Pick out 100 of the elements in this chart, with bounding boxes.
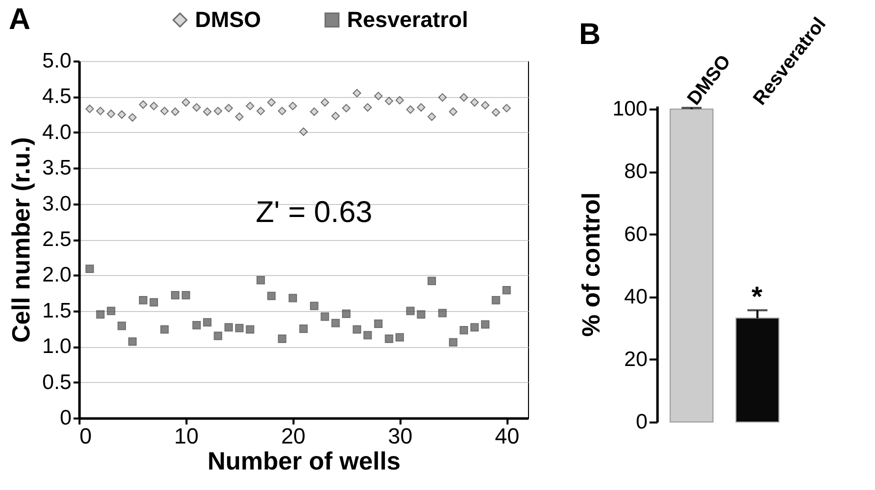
- point: [460, 326, 468, 334]
- point: [470, 323, 479, 332]
- point: [192, 103, 201, 112]
- point: [428, 112, 436, 121]
- point: [138, 100, 148, 109]
- point: [363, 330, 372, 340]
- point: [310, 107, 318, 116]
- point: [438, 93, 447, 102]
- y-tick-label: 60: [624, 222, 648, 246]
- point: [331, 318, 340, 328]
- y-tick-label: 20: [624, 348, 648, 371]
- point: [138, 296, 148, 304]
- x-axis-title: Number of wells: [207, 448, 401, 476]
- y-tick-label: 3.5: [42, 156, 72, 180]
- point: [502, 104, 511, 112]
- x-tick-label: 30: [388, 424, 412, 448]
- point: [299, 127, 308, 136]
- point: [182, 98, 190, 107]
- point: [256, 276, 265, 284]
- y-tick-label: 5.0: [42, 50, 72, 72]
- x-tick-label: 0: [80, 424, 92, 448]
- y-tick-label: 2.5: [42, 228, 72, 251]
- point: [406, 105, 415, 114]
- point: [235, 324, 244, 332]
- y-axis-title: % of control: [577, 192, 606, 337]
- y-axis-title: Cell number (r.u.): [7, 137, 36, 343]
- point: [235, 112, 244, 121]
- point: [85, 264, 94, 273]
- point: [320, 312, 330, 321]
- point: [160, 106, 169, 116]
- point: [352, 88, 362, 98]
- point: [150, 298, 158, 307]
- point: [320, 98, 330, 107]
- point: [128, 113, 137, 122]
- y-tick-label: 100: [612, 98, 648, 121]
- point: [203, 318, 212, 327]
- x-tick-label: 40: [494, 424, 520, 448]
- point: [182, 290, 190, 300]
- point: [85, 104, 94, 114]
- point: [448, 107, 458, 116]
- point: [416, 310, 426, 319]
- point: [492, 296, 500, 304]
- point: [96, 310, 105, 319]
- legend-label: DMSO: [195, 7, 261, 32]
- point: [502, 286, 511, 294]
- point: [214, 332, 222, 340]
- point: [384, 334, 394, 343]
- point: [396, 96, 404, 104]
- chart-title: A: [8, 3, 30, 36]
- point: [374, 92, 383, 100]
- point: [492, 108, 500, 117]
- point: [192, 320, 201, 330]
- point: [267, 98, 276, 107]
- point: [160, 325, 169, 334]
- y-tick-label: 4.0: [42, 120, 72, 144]
- point: [331, 112, 340, 120]
- point: [438, 308, 447, 318]
- y-tick-label: 4.5: [42, 85, 72, 108]
- y-tick-label: 0.5: [42, 370, 72, 394]
- point: [288, 294, 298, 302]
- point: [342, 104, 350, 112]
- chart-title: B: [578, 18, 601, 52]
- point: [224, 323, 233, 332]
- y-tick-label: 80: [624, 160, 648, 184]
- point: [106, 110, 116, 118]
- point: [256, 106, 265, 116]
- point: [470, 98, 479, 107]
- point: [246, 102, 254, 110]
- point: [224, 104, 233, 112]
- y-tick-label: 3.0: [42, 192, 72, 216]
- point: [171, 107, 180, 116]
- point: [374, 320, 383, 328]
- point: [278, 334, 286, 343]
- point: [171, 290, 180, 300]
- point: [342, 310, 350, 318]
- y-tick-label: 40: [624, 285, 648, 308]
- point: [481, 320, 490, 329]
- point: [352, 325, 362, 334]
- point: [363, 103, 372, 112]
- y-tick-label: 2.0: [42, 264, 72, 287]
- point: [246, 325, 254, 334]
- point: [96, 106, 105, 116]
- x-tick-label: 10: [174, 424, 199, 448]
- y-tick-label: 1.5: [42, 299, 72, 322]
- annotation: *: [752, 281, 763, 312]
- point: [106, 306, 116, 316]
- point: [214, 106, 222, 116]
- y-tick-label: 1.0: [42, 335, 72, 358]
- y-tick-label: 0: [60, 406, 72, 430]
- point: [396, 333, 404, 342]
- point: [150, 102, 158, 110]
- point: [384, 96, 394, 106]
- point: [460, 93, 468, 102]
- point: [128, 337, 137, 346]
- point: [278, 106, 286, 116]
- point: [310, 302, 318, 310]
- point: [406, 306, 415, 316]
- legend-label: Resveratrol: [347, 7, 468, 32]
- point: [416, 103, 426, 112]
- point: [299, 324, 308, 333]
